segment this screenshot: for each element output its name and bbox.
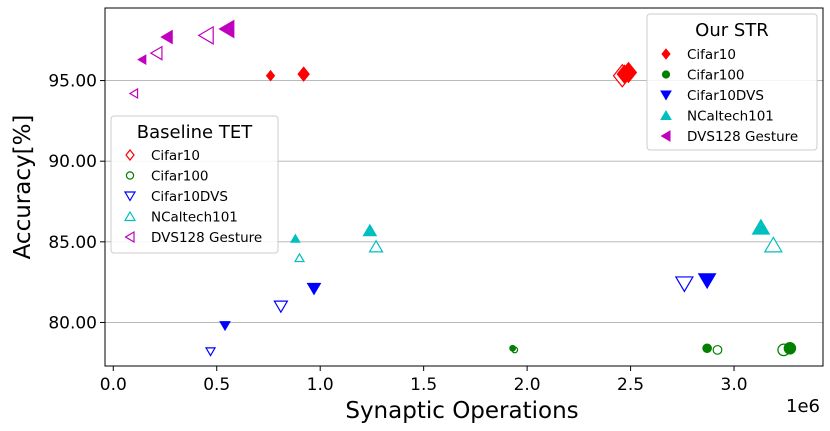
legend-marker-diamond	[661, 48, 671, 60]
legend-label: Cifar10DVS	[151, 189, 228, 205]
baseline-tet-circle-point	[712, 344, 723, 355]
our-str-triangle-up-point	[362, 223, 378, 237]
baseline-tet-triangle-up-point	[763, 236, 783, 253]
our-str-circle-point	[702, 343, 712, 354]
baseline-tet-triangle-left-point	[128, 87, 139, 100]
x-tick-label: 0.0	[100, 375, 127, 395]
baseline-tet-triangle-up-point	[293, 252, 306, 263]
x-tick-label: 2.0	[514, 375, 541, 395]
our-str-circle-point	[783, 342, 797, 355]
x-tick-label: 0.5	[203, 375, 230, 395]
plot-area-frame	[104, 7, 824, 367]
baseline-tet-triangle-left-point	[149, 45, 163, 61]
legend-marker-triangle-up	[123, 210, 137, 222]
baseline-tet-triangle-down-point	[204, 347, 217, 357]
our-str-triangle-left-point	[137, 54, 147, 65]
x-tick-label: 3.0	[721, 375, 748, 395]
legend-label: NCaltech101	[151, 210, 238, 226]
legend-label: Cifar100	[151, 169, 209, 185]
legend-marker-triangle-down	[660, 90, 672, 101]
legend-label: NCaltech101	[687, 109, 774, 125]
our-str-triangle-up-point	[751, 218, 771, 235]
x-tick-label: 2.5	[617, 375, 644, 395]
legend-marker-triangle-up	[660, 110, 672, 120]
our-str-triangle-down-point	[697, 273, 717, 290]
x-axis-offset-label: 1e6	[786, 396, 820, 417]
baseline-tet-triangle-left-point	[197, 25, 214, 45]
x-tick-label: 1.0	[307, 375, 334, 395]
legend-marker-triangle-left	[124, 230, 135, 244]
legend-label: Cifar10	[151, 148, 200, 164]
our-str-diamond-point	[297, 66, 310, 82]
legend-label: DVS128 Gesture	[151, 230, 262, 246]
axes: 0.0 0.5 1.0 1.5 2.0 2.5 3.0 80.00 85.00 90.00 95.0…	[48, 72, 747, 395]
legend-baseline-tet: Baseline TET Cifar10 Cifar100 Cifar10DVS NCa…	[110, 115, 279, 254]
y-tick-label: 90.00	[48, 152, 97, 172]
legend-marker-triangle-left	[660, 130, 671, 142]
legend-label: DVS128 Gesture	[687, 129, 798, 145]
data-points	[128, 19, 797, 357]
baseline-tet-triangle-down-point	[674, 276, 694, 293]
x-tick-label: 1.5	[410, 375, 437, 395]
y-tick-label: 95.00	[48, 72, 97, 92]
legend-box	[110, 115, 279, 254]
legend-marker-diamond	[125, 149, 135, 161]
legend-title: Baseline TET	[137, 122, 253, 143]
our-str-diamond-point	[265, 69, 276, 82]
legend-label: Cifar10DVS	[687, 88, 764, 104]
legend-marker-circle	[125, 171, 135, 180]
x-axis-label: Synaptic Operations	[345, 398, 578, 424]
legend-our-str: Our STR Cifar10 Cifar100 Cifar10DVS NCaltech…	[646, 13, 818, 151]
y-tick-label: 85.00	[48, 233, 97, 253]
legend-marker-triangle-down	[123, 191, 137, 202]
our-str-triangle-up-point	[289, 233, 301, 243]
baseline-tet-triangle-down-point	[273, 300, 289, 314]
baseline-tet-triangle-up-point	[368, 239, 384, 253]
legends: Our STR Cifar10 Cifar100 Cifar10DVS NCaltech…	[110, 13, 818, 254]
our-str-triangle-down-point	[219, 321, 231, 332]
legend-label: Cifar100	[687, 68, 745, 84]
our-str-triangle-left-point	[218, 19, 235, 39]
legend-title: Our STR	[695, 20, 769, 41]
y-axis-label: Accuracy[%]	[10, 115, 36, 260]
our-str-triangle-down-point	[306, 282, 322, 296]
y-tick-label: 80.00	[48, 313, 97, 333]
our-str-circle-point	[509, 344, 517, 352]
legend-label: Cifar10	[687, 47, 736, 63]
legend-marker-circle	[661, 70, 671, 79]
our-str-diamond-point	[619, 61, 638, 84]
our-str-triangle-left-point	[160, 29, 173, 45]
legend-box	[646, 13, 818, 151]
